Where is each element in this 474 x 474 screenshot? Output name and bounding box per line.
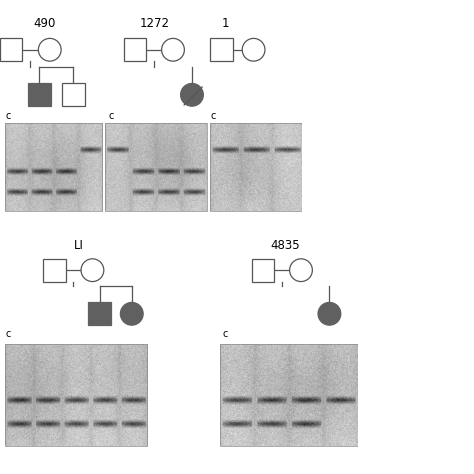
- Text: c: c: [211, 111, 216, 121]
- Bar: [62, 83, 85, 106]
- Circle shape: [242, 38, 265, 61]
- Circle shape: [290, 259, 312, 282]
- Bar: [210, 38, 233, 61]
- Bar: [210, 123, 302, 211]
- Text: 1272: 1272: [140, 17, 170, 29]
- Bar: [88, 302, 111, 325]
- Circle shape: [162, 38, 184, 61]
- Bar: [5, 123, 102, 211]
- Text: 490: 490: [33, 17, 55, 29]
- Circle shape: [318, 302, 341, 325]
- Circle shape: [81, 259, 104, 282]
- Text: c: c: [223, 329, 228, 339]
- Circle shape: [120, 302, 143, 325]
- Bar: [5, 344, 147, 446]
- Text: LI: LI: [73, 239, 83, 252]
- Text: 1: 1: [222, 17, 229, 29]
- Bar: [105, 123, 207, 211]
- Bar: [0, 38, 22, 61]
- Circle shape: [38, 38, 61, 61]
- Text: c: c: [108, 111, 113, 121]
- Text: c: c: [6, 329, 11, 339]
- Bar: [43, 259, 66, 282]
- Bar: [358, 237, 474, 474]
- Bar: [124, 38, 146, 61]
- Text: c: c: [6, 111, 11, 121]
- Bar: [28, 83, 51, 106]
- Bar: [302, 0, 474, 237]
- Bar: [252, 259, 274, 282]
- Bar: [220, 344, 358, 446]
- Text: 4835: 4835: [270, 239, 300, 252]
- Circle shape: [181, 83, 203, 106]
